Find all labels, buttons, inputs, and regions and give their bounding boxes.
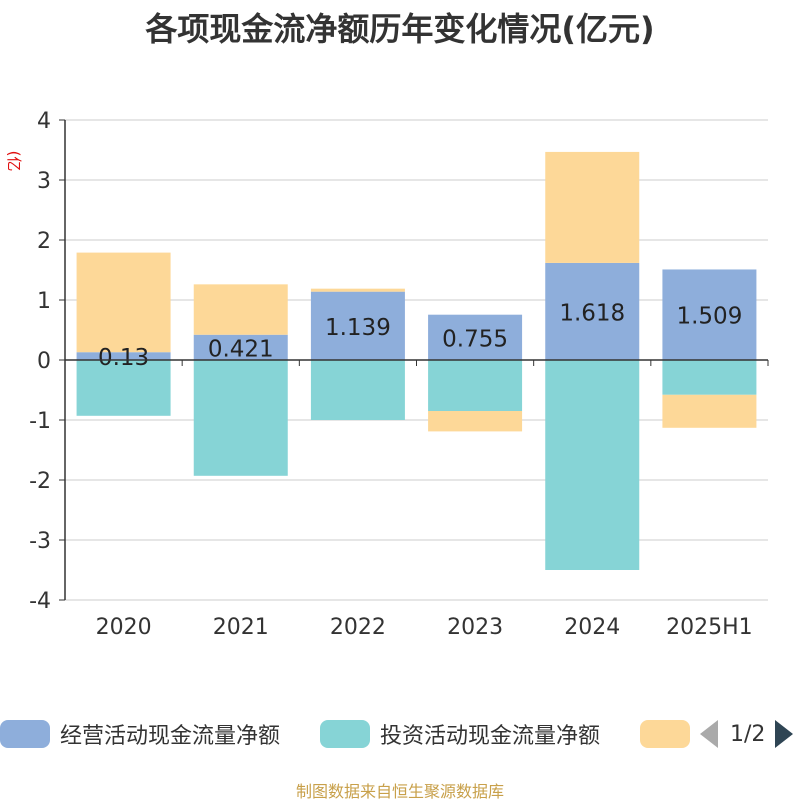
legend-swatch-financing (640, 720, 690, 748)
x-category-label: 2023 (447, 615, 503, 640)
legend: 经营活动现金流量净额 投资活动现金流量净额 1/2 (0, 714, 800, 754)
legend-label-operating: 经营活动现金流量净额 (60, 724, 281, 749)
x-category-label: 2025H1 (666, 615, 753, 640)
y-tick-label: 0 (37, 349, 51, 374)
legend-swatch-operating (0, 720, 50, 748)
data-label: 1.509 (676, 304, 742, 330)
y-tick-label: -1 (29, 409, 51, 434)
bar-operating (193, 334, 288, 360)
bar-financing (76, 252, 171, 353)
chart-title: 各项现金流净额历年变化情况(亿元) (145, 10, 655, 48)
bar-financing (428, 411, 523, 432)
bar-financing (545, 151, 640, 263)
y-tick-label: 1 (37, 289, 51, 314)
bar-financing (310, 288, 405, 292)
bar-operating (545, 262, 640, 360)
bar-investing (428, 360, 523, 411)
y-tick-label: -4 (29, 589, 51, 614)
legend-page-indicator: 1/2 (730, 721, 766, 747)
x-category-label: 2020 (96, 615, 152, 640)
data-label: 1.139 (325, 315, 391, 341)
y-tick-label: 4 (37, 109, 51, 134)
bar-investing (310, 360, 405, 420)
y-tick-label: 3 (37, 169, 51, 194)
legend-item-financing[interactable] (640, 718, 690, 750)
legend-swatch-investing (320, 720, 370, 748)
bar-operating (662, 269, 757, 360)
bar-investing (193, 360, 288, 476)
y-tick-label: -2 (29, 469, 51, 494)
bar-financing (662, 394, 757, 428)
y-tick-label: 2 (37, 229, 51, 254)
bar-financing (193, 284, 288, 335)
bar-investing (76, 360, 171, 416)
data-label: 0.421 (208, 336, 274, 362)
data-label: 1.618 (559, 300, 625, 326)
legend-item-operating[interactable]: 经营活动现金流量净额 (0, 718, 280, 750)
legend-next-page-icon[interactable] (775, 720, 794, 748)
data-label: 0.13 (98, 345, 149, 371)
bar-operating (428, 314, 523, 360)
x-category-label: 2024 (564, 615, 620, 640)
x-category-label: 2021 (213, 615, 269, 640)
data-label: 0.755 (442, 326, 508, 352)
bar-operating (310, 291, 405, 360)
legend-label-investing: 投资活动现金流量净额 (380, 724, 601, 749)
legend-pager: 1/2 (700, 718, 794, 750)
bar-investing (662, 360, 757, 395)
y-tick-label: -3 (29, 529, 51, 554)
legend-item-investing[interactable]: 投资活动现金流量净额 (320, 718, 600, 750)
x-category-label: 2022 (330, 615, 386, 640)
chart-canvas: 4 3 2 1 0 -1 -2 -3 -4 0.13 0.421 1.139 0.755 1.618 1.5… (29, 109, 769, 640)
bar-operating (76, 352, 171, 360)
bar-investing (545, 360, 640, 570)
legend-prev-page-icon[interactable] (700, 720, 718, 748)
data-source-note: 制图数据来自恒生聚源数据库 (295, 782, 504, 801)
